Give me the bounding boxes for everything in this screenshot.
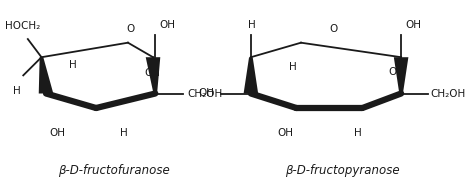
Text: OH: OH bbox=[406, 20, 422, 30]
Text: H: H bbox=[354, 128, 362, 137]
Text: H: H bbox=[289, 62, 297, 72]
Text: HOCH₂: HOCH₂ bbox=[5, 21, 40, 31]
Polygon shape bbox=[244, 57, 258, 94]
Text: CH₂OH: CH₂OH bbox=[431, 89, 466, 99]
Polygon shape bbox=[146, 57, 160, 94]
Text: OH: OH bbox=[160, 20, 176, 30]
Text: O: O bbox=[127, 24, 135, 34]
Text: β-D-fructopyranose: β-D-fructopyranose bbox=[284, 164, 399, 177]
Text: H: H bbox=[248, 20, 255, 30]
Text: OH: OH bbox=[144, 68, 160, 78]
Text: OH: OH bbox=[388, 67, 404, 77]
Text: O: O bbox=[329, 24, 338, 34]
Text: OH: OH bbox=[199, 88, 214, 99]
Polygon shape bbox=[39, 57, 53, 94]
Text: β-D-fructofuranose: β-D-fructofuranose bbox=[58, 164, 170, 177]
Polygon shape bbox=[394, 57, 409, 94]
Text: H: H bbox=[70, 60, 77, 70]
Text: H: H bbox=[12, 86, 20, 96]
Text: OH: OH bbox=[277, 128, 293, 137]
Text: H: H bbox=[119, 128, 128, 137]
Text: CH₂OH: CH₂OH bbox=[187, 89, 222, 99]
Text: OH: OH bbox=[49, 128, 65, 137]
